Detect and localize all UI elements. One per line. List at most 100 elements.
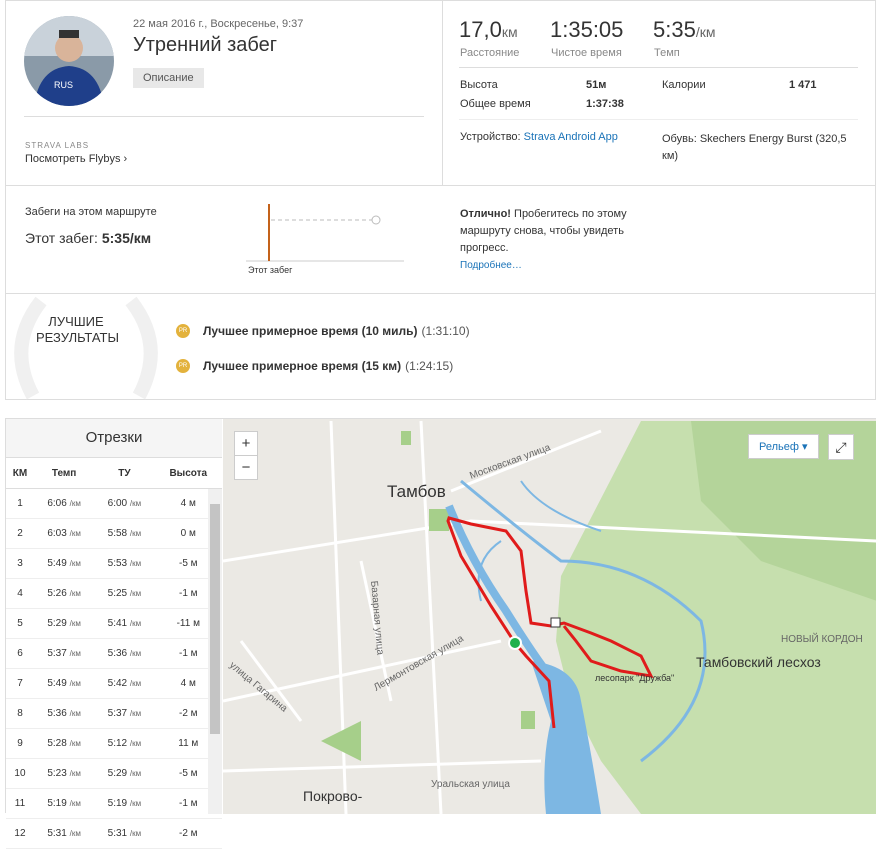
split-cell: 7 [6, 668, 34, 699]
splits-map-card: Отрезки КМ Темп ТУ Высота 1 6:06 /км 6:00 /км 4… [5, 418, 876, 849]
split-unit: /км [129, 799, 142, 808]
flybys-link[interactable]: Посмотреть Flybys › [25, 153, 128, 165]
fullscreen-button[interactable]: ⤢ [828, 434, 854, 460]
split-value: 5:25 [107, 588, 128, 599]
split-row: 6 5:37 /км 5:36 /км -1 м [6, 638, 222, 669]
this-run-label: Этот забег: [25, 230, 98, 246]
splits-table: КМ Темп ТУ Высота 1 6:06 /км 6:00 /км 4 м 2 6:03 … [6, 458, 222, 849]
great: Отлично! [460, 208, 511, 220]
split-cell: -2 м [154, 818, 222, 849]
scrollbar [208, 489, 222, 814]
split-value: 5:26 [47, 588, 67, 599]
description-button[interactable]: Описание [133, 68, 204, 88]
stat-value: 5:35 [653, 17, 696, 42]
split-row: 12 5:31 /км 5:31 /км -2 м [6, 818, 222, 849]
split-cell: 5:49 /км [33, 548, 95, 579]
split-cell: 5:29 /км [33, 608, 95, 639]
split-value: 5:58 [107, 528, 128, 539]
split-cell: 5:36 /км [94, 638, 155, 669]
split-unit: /км [129, 679, 142, 688]
split-value: 11 м [178, 738, 199, 749]
split-value: -2 м [179, 828, 198, 839]
split-cell: 5:31 /км [33, 818, 95, 849]
route-message: Отлично! Пробегитесь по этому маршруту с… [460, 206, 650, 274]
split-value: 5:49 [47, 558, 67, 569]
split-row: 7 5:49 /км 5:42 /км 4 м [6, 668, 222, 699]
split-unit: /км [129, 589, 142, 598]
layer-select[interactable]: Рельеф ▾ [748, 434, 819, 459]
split-value: 4 [17, 588, 23, 599]
split-value: 8 [17, 708, 23, 719]
split-unit: /км [69, 739, 81, 748]
shoes: Обувь: Skechers Energy Burst (320,5 км) [662, 131, 857, 165]
best-list: PR Лучшее примерное время (10 миль) (1:31:… [176, 313, 470, 383]
svg-text:RUS: RUS [54, 80, 73, 90]
stat-value: 1:35:05 [550, 17, 624, 42]
split-unit: /км [69, 589, 81, 598]
split-value: 5:37 [47, 648, 67, 659]
split-value: -1 м [179, 648, 198, 659]
stat-label: Расстояние [460, 47, 520, 59]
this-run-value: 5:35/км [101, 230, 152, 246]
split-value: 9 [17, 738, 23, 749]
split-value: 5:29 [107, 768, 128, 779]
split-unit: /км [69, 529, 81, 538]
split-value: 5:41 [107, 618, 128, 629]
split-value: 5:36 [47, 708, 67, 719]
stat-label: Чистое время [551, 47, 622, 59]
zoom-in[interactable]: + [241, 435, 251, 452]
split-value: 5:28 [47, 738, 67, 749]
column-header: ТУ [94, 458, 155, 489]
split-cell: 12 [6, 818, 34, 849]
split-value: 2 [17, 528, 23, 539]
split-value: 3 [17, 558, 23, 569]
date: 22 мая 2016 г., Воскресенье, 9:37 [133, 18, 304, 30]
split-cell: 5:26 /км [33, 578, 95, 609]
scroll-thumb[interactable] [210, 504, 220, 734]
split-value: 12 [14, 828, 26, 839]
shoes-value: Skechers Energy Burst (320,5 км) [662, 133, 847, 162]
device-link[interactable]: Strava Android App [523, 131, 618, 143]
best-item: PR Лучшее примерное время (10 миль) (1:31:… [176, 313, 470, 348]
split-unit: /км [69, 619, 81, 628]
more-link[interactable]: Подробнее… [460, 260, 522, 271]
split-unit: /км [129, 829, 142, 838]
stat-unit: /км [695, 24, 716, 40]
split-value: 5:19 [107, 798, 128, 809]
split-value: -5 м [179, 768, 198, 779]
stat-unit: км [501, 24, 518, 40]
avatar: RUS [24, 16, 114, 106]
split-cell: 3 [6, 548, 34, 579]
split-cell: 5:37 /км [94, 698, 155, 729]
zoom-out[interactable]: − [235, 455, 257, 479]
map-label: лесопарк "Дружба" [595, 673, 674, 683]
activity-card: RUS 22 мая 2016 г., Воскресенье, 9:37 Ут… [5, 0, 876, 400]
split-unit: /км [69, 799, 81, 808]
split-unit: /км [69, 709, 81, 718]
route-heading: Забеги на этом маршруте [25, 206, 157, 218]
split-unit: /км [69, 649, 81, 658]
split-unit: /км [69, 769, 81, 778]
laurel [14, 296, 158, 400]
splits-title: Отрезки [6, 419, 222, 458]
split-row: 1 6:06 /км 6:00 /км 4 м [6, 488, 222, 519]
best-item: PR Лучшее примерное время (15 км) (1:24:15… [176, 348, 470, 383]
split-cell: 6:00 /км [94, 488, 155, 519]
zoom-control: + − [234, 431, 258, 480]
split-cell: 5:12 /км [94, 728, 155, 759]
detail-label: Общее время [460, 98, 531, 110]
split-value: 7 [17, 678, 23, 689]
stat-value: 17,0 [459, 17, 502, 42]
chart-label: Этот забег [248, 265, 293, 275]
device: Устройство: Strava Android App [460, 131, 618, 143]
split-row: 11 5:19 /км 5:19 /км -1 м [6, 788, 222, 819]
split-cell: 9 [6, 728, 34, 759]
split-value: 6:03 [47, 528, 67, 539]
split-cell: 2 [6, 518, 34, 549]
divider [442, 1, 443, 186]
stat: 17,0км [459, 17, 518, 43]
splits-panel: Отрезки КМ Темп ТУ Высота 1 6:06 /км 6:00 /км 4… [6, 419, 222, 849]
split-value: -5 м [179, 558, 198, 569]
split-value: -11 м [176, 618, 200, 629]
stat-label: Темп [654, 47, 680, 59]
